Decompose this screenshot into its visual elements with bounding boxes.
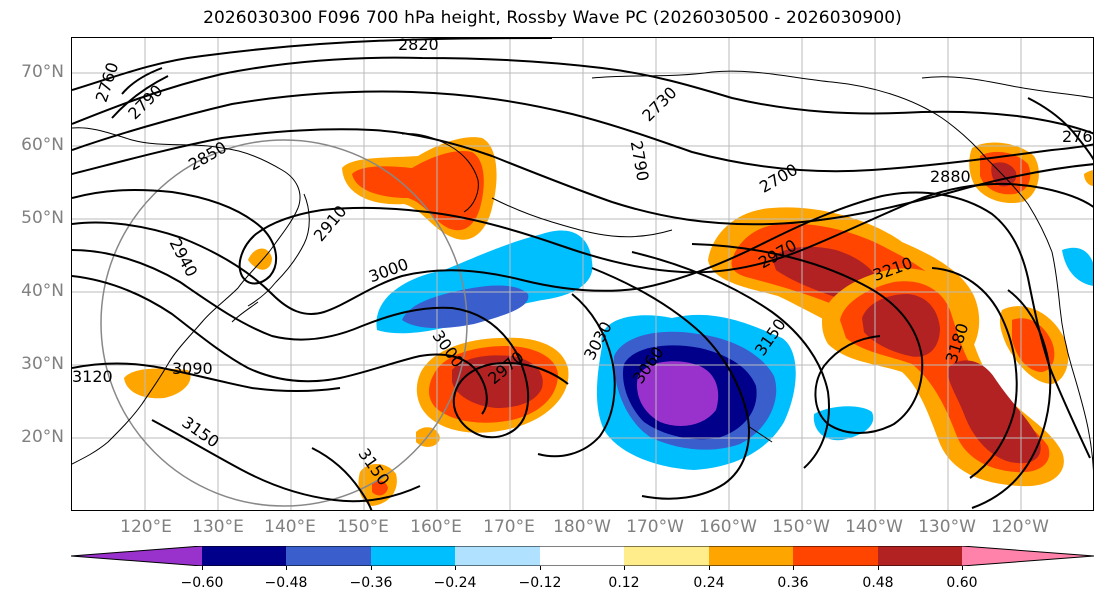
map-canvas: 2760 2790 2820 2850 2730 2790 2700 2880 … [72, 38, 1094, 510]
lon-label: 120°E [120, 517, 172, 537]
colorbar-tick-label: −0.60 [180, 575, 224, 591]
contour-label: 2730 [638, 83, 680, 125]
colorbar-tick-label: 0.48 [862, 575, 894, 591]
colorbar-tick-label: −0.24 [433, 575, 477, 591]
coastlines [72, 70, 1093, 472]
colorbar-tick-label: 0.24 [693, 575, 725, 591]
contour-label: 2880 [930, 167, 971, 186]
lon-label: 140°E [264, 517, 316, 537]
lon-label: 180°W [553, 517, 611, 537]
lon-label: 160°W [699, 517, 757, 537]
colorbar-tick-label: −0.36 [349, 575, 393, 591]
lon-label: 130°W [918, 517, 976, 537]
contour-label: 2820 [398, 38, 439, 54]
figure-title: 2026030300 F096 700 hPa height, Rossby W… [203, 8, 902, 28]
lon-label: 130°E [192, 517, 244, 537]
lat-label: 70°N [21, 62, 64, 82]
lon-label: 170°W [626, 517, 684, 537]
lon-label: 140°W [845, 517, 903, 537]
lon-label: 120°W [991, 517, 1049, 537]
colorbar-tick-label: 0.12 [608, 575, 640, 591]
lon-label: 150°W [772, 517, 830, 537]
colorbar-box [71, 546, 202, 566]
reference-circle [100, 139, 468, 507]
contour-label: 2850 [185, 138, 230, 175]
lon-label: 170°E [483, 517, 535, 537]
colorbar-box [709, 546, 793, 566]
contour-label: 2760 [92, 60, 123, 105]
contour-label: 2940 [166, 235, 202, 280]
colorbar-box [624, 546, 709, 566]
colorbar [71, 546, 1094, 566]
colorbar-box [286, 546, 371, 566]
contour-label: 2760 [1062, 127, 1094, 146]
lat-label: 40°N [21, 281, 64, 301]
colorbar-box [540, 546, 624, 566]
lon-label: 160°E [410, 517, 462, 537]
colorbar-tick-label: 0.60 [946, 575, 978, 591]
lat-label: 20°N [21, 427, 64, 447]
colorbar-box [962, 546, 1094, 566]
colorbar-tick-label: 0.36 [777, 575, 809, 591]
colorbar-box [371, 546, 455, 566]
colorbar-box [878, 546, 962, 566]
contour-label: 3150 [178, 413, 222, 452]
colorbar-tick-label: −0.48 [264, 575, 308, 591]
colorbar-box [202, 546, 286, 566]
colorbar-box [793, 546, 878, 566]
height-contours [72, 38, 1093, 510]
colorbar-box [455, 546, 540, 566]
colorbar-tick-label: −0.12 [518, 575, 562, 591]
lat-label: 30°N [21, 354, 64, 374]
contour-label: 3090 [172, 359, 213, 378]
lon-label: 150°E [337, 517, 389, 537]
map-panel: 2760 2790 2820 2850 2730 2790 2700 2880 … [71, 37, 1094, 511]
lat-label: 50°N [21, 208, 64, 228]
contour-label: 3120 [72, 367, 113, 386]
lat-label: 60°N [21, 135, 64, 155]
